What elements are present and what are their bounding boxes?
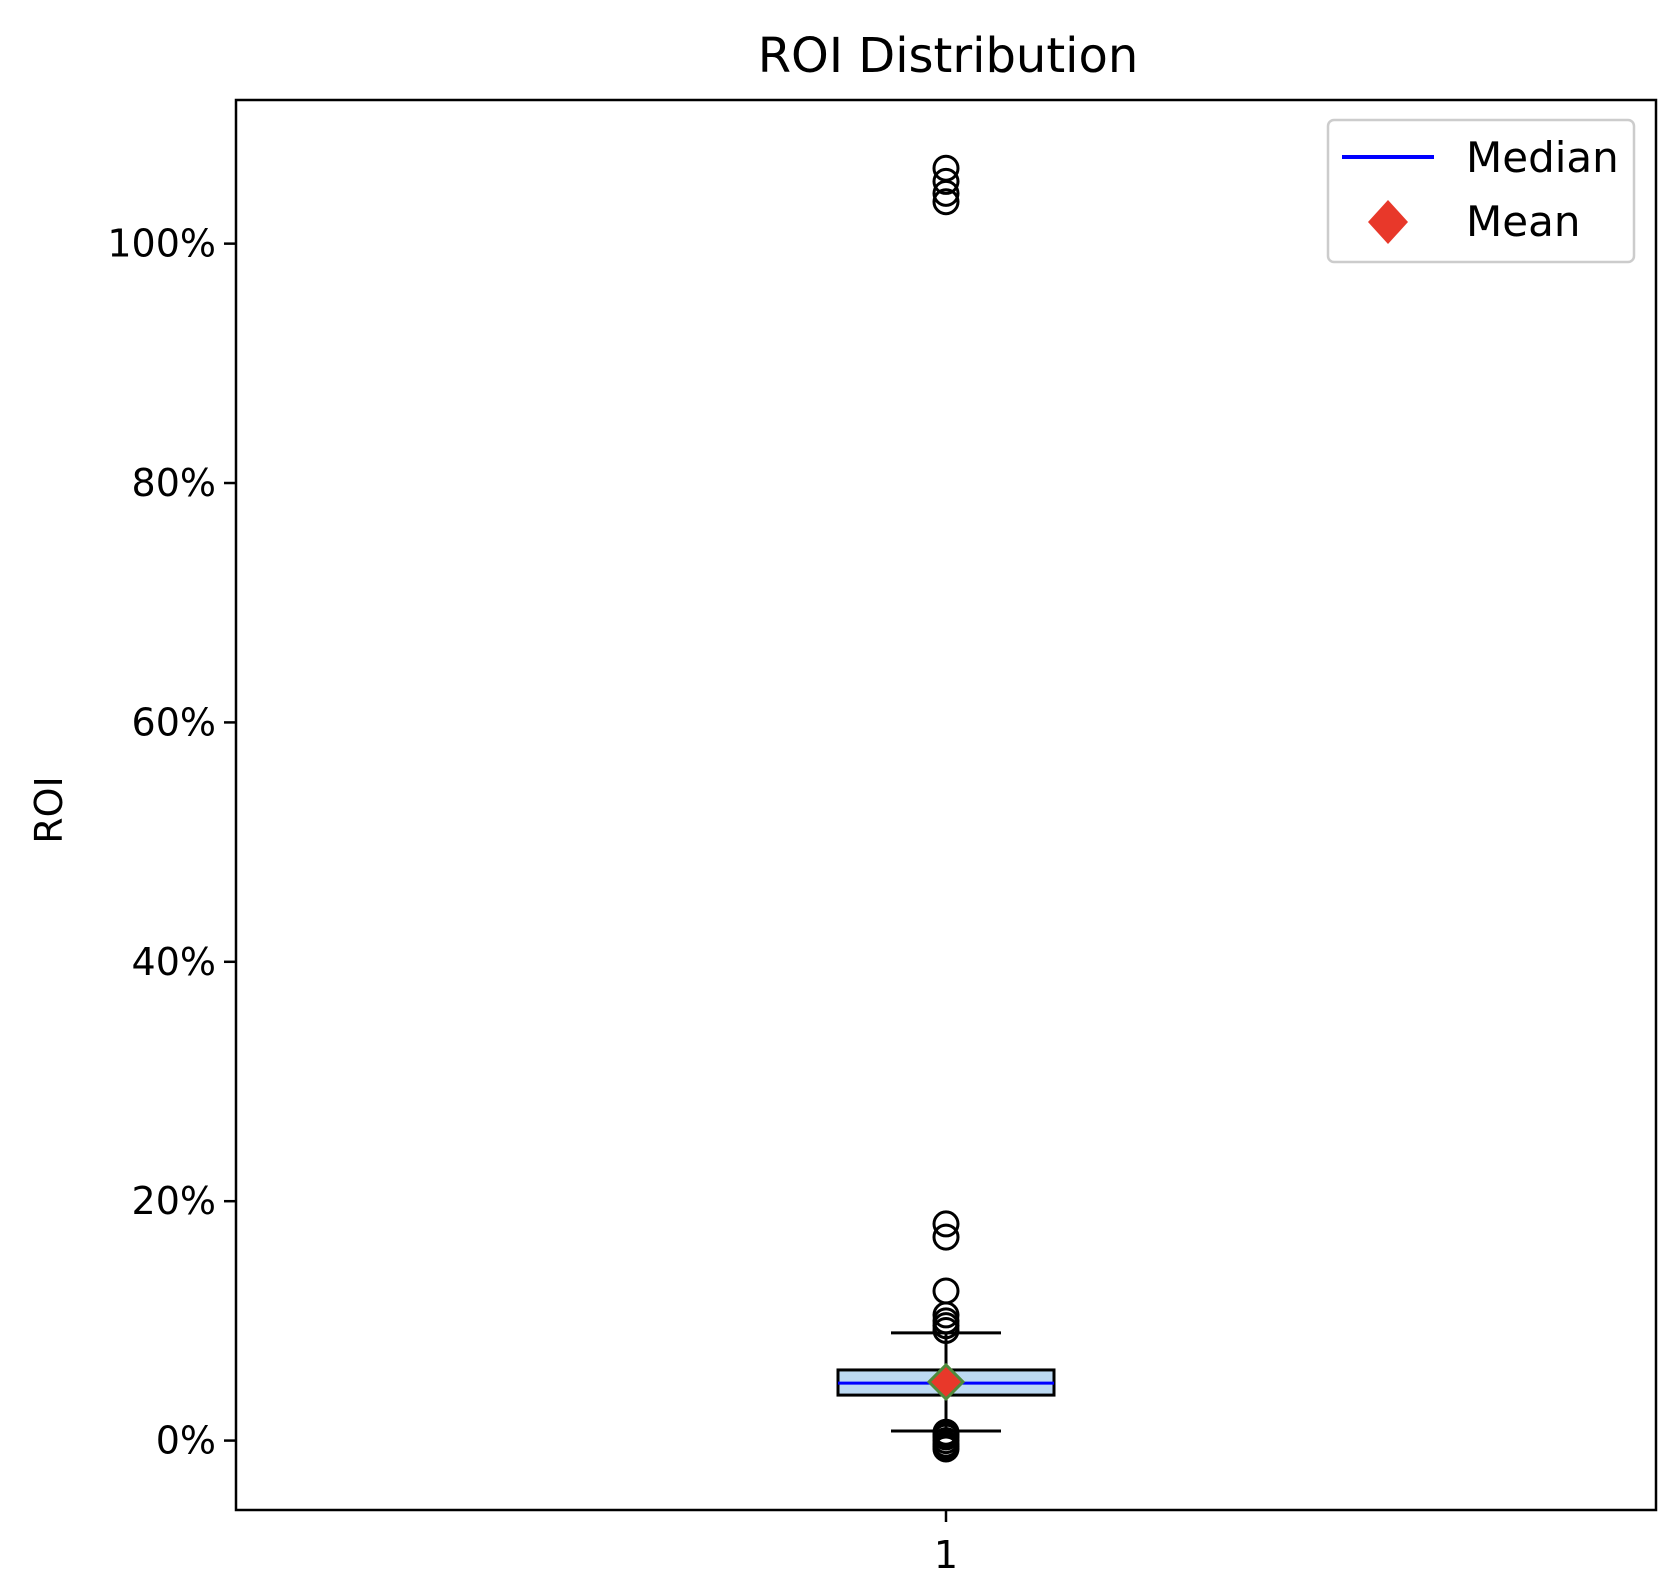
outlier-point bbox=[932, 167, 960, 195]
x-axis: 1 bbox=[934, 1510, 958, 1577]
legend: Median Mean bbox=[1326, 118, 1636, 264]
outlier-point bbox=[932, 1277, 960, 1305]
y-axis: 0% 20% 40% 60% 80% 100% bbox=[107, 222, 236, 1463]
plot-area-frame bbox=[234, 98, 1658, 1512]
y-tick-label: 100% bbox=[107, 222, 216, 266]
box-series bbox=[836, 154, 1056, 1463]
legend-mean-swatch bbox=[1368, 200, 1408, 244]
mean-marker bbox=[926, 1362, 966, 1402]
legend-mean-label: Mean bbox=[1466, 197, 1580, 246]
y-tick-label: 20% bbox=[132, 1179, 216, 1223]
outlier-point bbox=[932, 1418, 960, 1446]
outlier-point bbox=[932, 154, 960, 182]
x-tick-label: 1 bbox=[934, 1533, 958, 1577]
legend-median-label: Median bbox=[1466, 133, 1619, 182]
y-tick-label: 40% bbox=[132, 940, 216, 984]
outlier-point bbox=[932, 1223, 960, 1251]
outlier-point bbox=[932, 188, 960, 216]
chart-title: ROI Distribution bbox=[758, 28, 1139, 84]
y-tick-label: 60% bbox=[132, 700, 216, 744]
outlier-point bbox=[932, 1210, 960, 1238]
y-tick-label: 80% bbox=[132, 461, 216, 505]
y-axis-label: ROI bbox=[27, 776, 71, 844]
y-tick-label: 0% bbox=[156, 1419, 216, 1463]
